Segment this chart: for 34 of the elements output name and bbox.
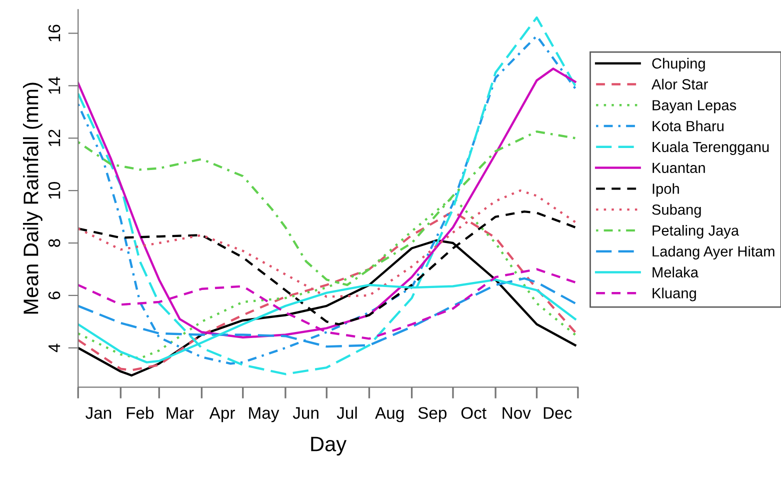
y-tick-label: 4 xyxy=(48,344,60,352)
x-tick-label: Jan xyxy=(86,407,112,419)
y-tick-label: 14 xyxy=(48,76,60,94)
legend-label: Melaka xyxy=(652,266,698,278)
x-axis-title: Day xyxy=(311,436,347,456)
x-tick-label: Jun xyxy=(292,407,318,419)
x-tick-label: Oct xyxy=(461,407,486,419)
legend-label: Chuping xyxy=(652,58,705,72)
legend-label: Petaling Jaya xyxy=(652,224,740,239)
x-tick-label: Aug xyxy=(375,407,404,422)
legend-label: Alor Star xyxy=(652,78,708,90)
legend-label: Ladang Ayer Hitam xyxy=(652,246,774,260)
line-series xyxy=(78,68,576,338)
x-tick-label: Mar xyxy=(166,407,194,419)
y-tick-label: 8 xyxy=(48,239,60,247)
x-tick-label: Feb xyxy=(126,406,154,419)
x-tick-label: Dec xyxy=(544,407,572,419)
x-tick-label: Jul xyxy=(336,406,357,419)
legend-label: Kuantan xyxy=(652,162,705,174)
y-tick-label: 16 xyxy=(48,24,60,42)
y-tick-label: 12 xyxy=(48,130,60,146)
y-axis-title: Mean Daily Rainfall (mm) xyxy=(23,82,42,314)
legend-label: Kluang xyxy=(652,288,696,302)
x-tick-label: Nov xyxy=(502,407,531,419)
x-tick-label: Sep xyxy=(418,407,447,422)
y-tick-label: 10 xyxy=(48,182,60,199)
x-tick-label: Apr xyxy=(209,407,235,422)
x-tick-label: May xyxy=(249,407,280,422)
legend-label: Subang xyxy=(652,204,701,218)
legend-label: Kuala Terengganu xyxy=(652,141,769,156)
legend-label: Ipoh xyxy=(652,183,679,197)
y-tick-label: 6 xyxy=(48,292,60,300)
legend-label: Kota Bharu xyxy=(652,120,724,132)
legend-label: Bayan Lepas xyxy=(652,100,736,114)
